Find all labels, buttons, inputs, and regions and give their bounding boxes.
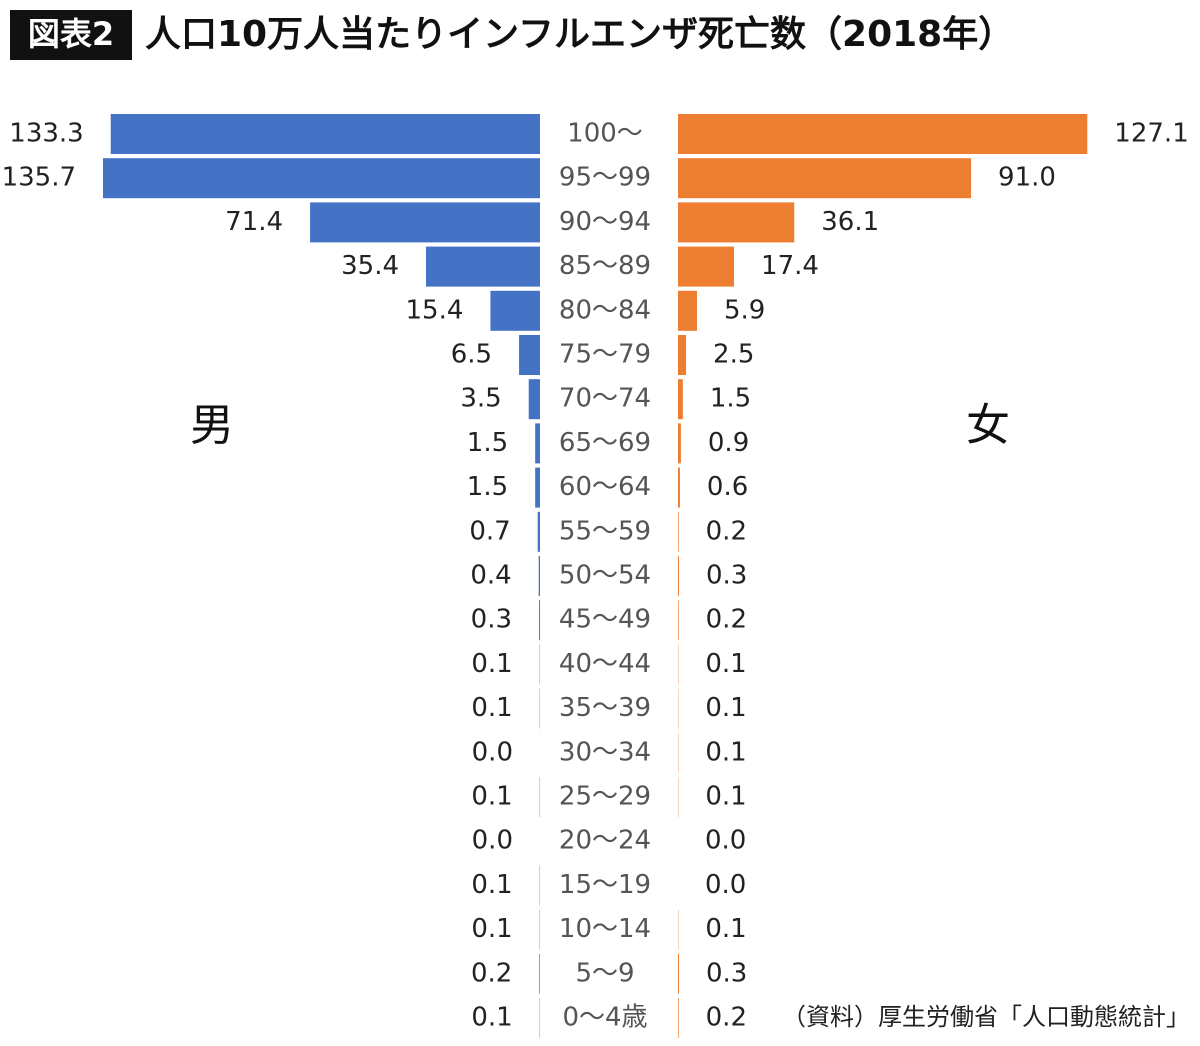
value-label: 35.4 <box>341 251 399 281</box>
value-label: 127.1 <box>1114 119 1188 149</box>
source-note: （資料）厚生労働省「人口動態統計」 <box>782 1003 1190 1031</box>
bar <box>110 114 540 154</box>
series-label: 女 <box>966 400 1010 451</box>
value-label: 5.9 <box>724 295 765 325</box>
value-label: 0.2 <box>706 605 747 635</box>
category-label: 95〜99 <box>559 163 651 193</box>
value-label: 0.1 <box>471 649 512 679</box>
category-label: 90〜94 <box>559 207 651 237</box>
badge: 図表2 <box>28 15 114 53</box>
category-label: 35〜39 <box>559 693 651 723</box>
bar <box>528 379 540 420</box>
bar <box>310 202 540 243</box>
bar <box>103 158 540 199</box>
value-label: 2.5 <box>713 340 754 370</box>
value-label: 0.7 <box>469 516 510 546</box>
category-label: 20〜24 <box>559 826 651 856</box>
bar <box>678 998 679 1038</box>
value-label: 6.5 <box>451 340 492 370</box>
bar <box>678 556 679 596</box>
value-label: 135.7 <box>2 163 76 193</box>
value-label: 1.5 <box>467 472 508 502</box>
value-label: 0.0 <box>472 737 513 767</box>
value-label: 1.5 <box>710 384 751 414</box>
category-label: 40〜44 <box>559 649 651 679</box>
bar <box>678 953 679 994</box>
bar <box>426 246 540 287</box>
value-label: 0.1 <box>705 914 746 944</box>
category-label: 5〜9 <box>575 958 634 988</box>
value-label: 0.3 <box>706 561 747 591</box>
bar <box>537 511 540 552</box>
value-label: 0.0 <box>705 870 746 900</box>
category-label: 70〜74 <box>559 384 651 414</box>
category-label: 65〜69 <box>559 428 651 458</box>
value-label: 15.4 <box>406 295 464 325</box>
category-label: 100〜 <box>567 119 643 149</box>
category-label: 25〜29 <box>559 782 651 812</box>
category-label: 0〜4歳 <box>562 1003 647 1033</box>
category-label: 10〜14 <box>559 914 651 944</box>
value-label: 0.1 <box>471 870 512 900</box>
category-label: 80〜84 <box>559 295 651 325</box>
value-label: 1.5 <box>467 428 508 458</box>
bar <box>539 600 540 641</box>
bar <box>539 953 540 994</box>
value-label: 0.2 <box>471 958 512 988</box>
bar <box>678 423 681 464</box>
bar <box>678 600 679 641</box>
value-label: 0.1 <box>471 693 512 723</box>
value-label: 0.1 <box>705 737 746 767</box>
bar <box>678 335 687 375</box>
value-label: 0.3 <box>706 958 747 988</box>
value-label: 0.1 <box>471 914 512 944</box>
value-label: 36.1 <box>821 207 879 237</box>
category-label: 60〜64 <box>559 472 651 502</box>
value-label: 0.1 <box>705 782 746 812</box>
bar <box>678 158 972 199</box>
value-label: 0.3 <box>471 605 512 635</box>
bar <box>678 467 680 508</box>
value-label: 0.6 <box>707 472 748 502</box>
value-label: 3.5 <box>460 384 501 414</box>
value-label: 133.3 <box>9 119 83 149</box>
bar <box>519 335 540 375</box>
value-label: 0.0 <box>705 826 746 856</box>
bar <box>678 202 795 243</box>
value-label: 0.9 <box>708 428 749 458</box>
series-label: 男 <box>190 400 234 451</box>
value-label: 0.1 <box>471 782 512 812</box>
chart-title: 人口10万人当たりインフルエンザ死亡数（2018年） <box>145 14 1014 55</box>
bar <box>490 290 540 331</box>
bar <box>538 556 540 596</box>
value-label: 0.2 <box>706 1003 747 1033</box>
category-label: 55〜59 <box>559 516 651 546</box>
bar <box>535 467 540 508</box>
bar <box>678 511 679 552</box>
bar <box>678 114 1088 154</box>
value-label: 0.1 <box>705 649 746 679</box>
bar <box>678 246 735 287</box>
value-label: 0.1 <box>471 1003 512 1033</box>
category-label: 50〜54 <box>559 561 651 591</box>
bar <box>678 290 697 331</box>
category-label: 75〜79 <box>559 340 651 370</box>
category-label: 85〜89 <box>559 251 651 281</box>
value-label: 0.1 <box>705 693 746 723</box>
value-label: 71.4 <box>225 207 283 237</box>
value-label: 0.2 <box>706 516 747 546</box>
value-label: 17.4 <box>761 251 819 281</box>
value-label: 0.0 <box>472 826 513 856</box>
bar <box>535 423 540 464</box>
category-label: 15〜19 <box>559 870 651 900</box>
category-label: 45〜49 <box>559 605 651 635</box>
value-label: 0.4 <box>470 561 511 591</box>
bar <box>678 379 683 420</box>
category-label: 30〜34 <box>559 737 651 767</box>
value-label: 91.0 <box>998 163 1056 193</box>
badge-background <box>10 10 132 60</box>
